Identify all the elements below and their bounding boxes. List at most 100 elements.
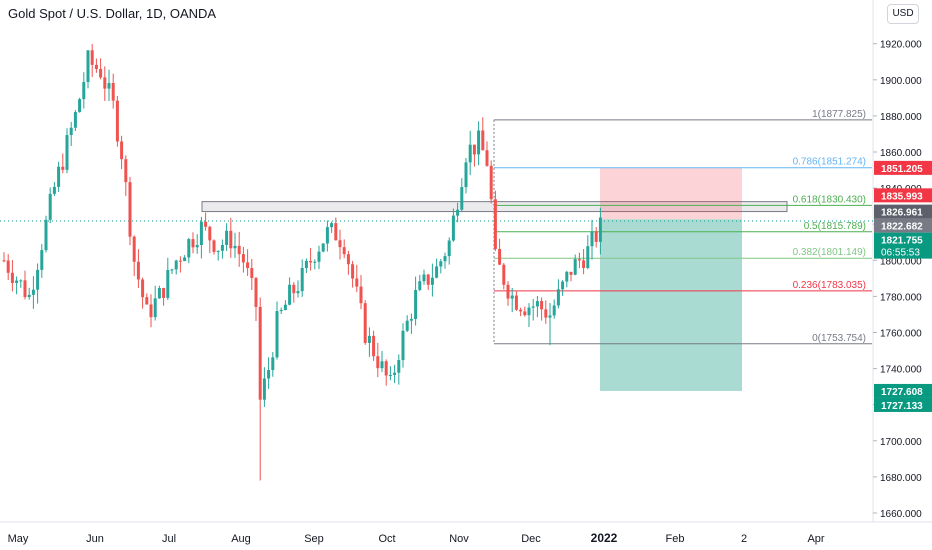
candle-body — [506, 284, 510, 299]
candle-body — [527, 307, 531, 316]
candle-body — [258, 306, 262, 400]
candle-body — [380, 361, 384, 369]
candle-body — [447, 240, 451, 257]
candle-body — [262, 378, 266, 400]
candle-body — [531, 306, 535, 308]
x-tick-label: Nov — [449, 533, 469, 545]
price-label-box — [874, 383, 932, 398]
candle-body — [481, 130, 485, 151]
candle-body — [115, 100, 119, 142]
candle-body — [111, 83, 115, 101]
fib-level-label: 0(1753.754) — [812, 333, 866, 344]
y-tick-label: 1800.000 — [880, 256, 922, 267]
x-tick-label: Jul — [162, 533, 176, 545]
candle-body — [124, 159, 128, 183]
candle-body — [73, 112, 77, 128]
candle-body — [401, 330, 405, 361]
candle-body — [107, 83, 111, 89]
candle-body — [359, 286, 363, 304]
candle-body — [342, 247, 346, 255]
price-label-box — [874, 188, 932, 203]
candle-body — [451, 215, 455, 241]
price-label: 1835.993 — [881, 191, 923, 202]
candle-body — [351, 264, 355, 279]
candle-body — [183, 257, 187, 262]
candle-body — [586, 246, 590, 268]
candle-body — [489, 165, 493, 200]
fib-level-label: 0.382(1801.149) — [793, 247, 866, 258]
candle-body — [6, 260, 10, 273]
candle-body — [569, 271, 573, 275]
candle-body — [225, 230, 229, 245]
candle-body — [241, 254, 245, 263]
candle-body — [271, 357, 275, 371]
candle-body — [456, 209, 460, 216]
candle-body — [212, 240, 216, 252]
candle-body — [485, 150, 489, 166]
candle-body — [120, 141, 124, 160]
price-label: 1727.133 — [881, 401, 923, 412]
candle-body — [460, 187, 464, 210]
candle-body — [414, 289, 418, 319]
candle-body — [132, 236, 136, 262]
y-tick-label: 1920.000 — [880, 40, 922, 51]
candle-body — [594, 231, 598, 242]
candle-body — [405, 320, 409, 331]
candle-body — [145, 297, 149, 305]
candle-body — [384, 361, 388, 376]
candle-body — [472, 144, 476, 155]
candle-body — [15, 280, 19, 283]
y-tick-label: 1880.000 — [880, 112, 922, 123]
candle-body — [304, 260, 308, 269]
candle-body — [388, 374, 392, 376]
candle-body — [187, 239, 191, 258]
candle-body — [128, 182, 132, 237]
take-profit-zone — [600, 219, 742, 391]
candle-body — [199, 221, 203, 246]
fib-level-label: 0.618(1830.430) — [793, 194, 866, 205]
candle-body — [275, 311, 279, 358]
candle-body — [170, 269, 174, 271]
candle-body — [330, 223, 334, 228]
x-tick-label: Feb — [666, 533, 685, 545]
chart-title: Gold Spot / U.S. Dollar, 1D, OANDA — [8, 6, 217, 21]
candle-body — [372, 335, 376, 357]
candle-body — [86, 50, 90, 83]
y-tick-label: 1860.000 — [880, 148, 922, 159]
candle-body — [468, 144, 472, 163]
candle-body — [514, 295, 518, 310]
candle-body — [321, 243, 325, 252]
price-label-box — [874, 204, 932, 219]
y-tick-label: 1680.000 — [880, 473, 922, 484]
candle-body — [292, 284, 296, 294]
x-tick-label: May — [8, 533, 29, 545]
candle-body — [237, 245, 241, 255]
currency-button[interactable]: USD — [887, 4, 919, 24]
candle-body — [296, 291, 300, 294]
candle-body — [338, 240, 342, 248]
candle-body — [430, 277, 434, 285]
y-tick-label: 1660.000 — [880, 509, 922, 520]
candle-body — [556, 289, 560, 306]
candle-body — [397, 360, 401, 373]
candle-body — [498, 248, 502, 265]
candle-body — [309, 260, 313, 263]
candle-body — [69, 127, 73, 136]
x-tick-label: Aug — [231, 533, 251, 545]
candle-body — [267, 370, 271, 379]
candle-body — [103, 77, 107, 89]
candle-body — [552, 305, 556, 316]
x-tick-label: 2 — [741, 533, 747, 545]
candle-body — [418, 281, 422, 290]
candle-body — [57, 166, 61, 187]
price-label-box — [874, 160, 932, 175]
candle-body — [48, 193, 52, 220]
candle-body — [90, 50, 94, 65]
candle-body — [174, 260, 178, 270]
candle-body — [540, 301, 544, 310]
candle-body — [573, 259, 577, 275]
x-tick-label: Oct — [378, 533, 395, 545]
candle-body — [136, 261, 140, 280]
y-tick-label: 1780.000 — [880, 292, 922, 303]
